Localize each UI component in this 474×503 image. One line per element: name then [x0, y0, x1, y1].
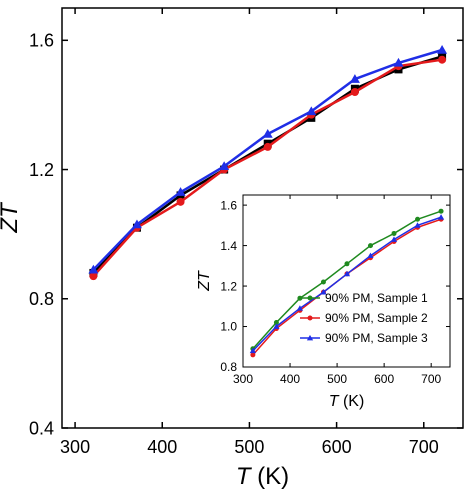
inset-ytick-label: 0.8	[220, 360, 237, 374]
inset-series-3-point	[273, 323, 280, 329]
inset-series-2-point	[250, 352, 256, 358]
main-xtick-label: 700	[409, 437, 439, 457]
inset-legend-label: 90% PM, Sample 1	[325, 291, 428, 305]
main-x-axis-label: T (K)	[236, 463, 289, 490]
main-xtick-label: 500	[234, 437, 264, 457]
main-x-axis-label-var: T	[236, 463, 253, 490]
inset-x-axis-label-var: T	[329, 393, 340, 410]
inset-legend-label: 90% PM, Sample 3	[325, 331, 428, 345]
main-series-3-point	[88, 264, 99, 274]
inset-series-3-point	[296, 305, 304, 311]
main-series-2-point	[263, 142, 272, 151]
main-ytick-label: 0.4	[29, 418, 54, 438]
inset-series-3-point	[343, 270, 351, 277]
inset-panel: 300 400 500 600 700 0.8 1.0 1.2 1.4 1.6 T (K) ZT 90%…	[196, 194, 451, 410]
inset-series-3-point	[320, 289, 327, 295]
inset-xtick-label: 700	[421, 372, 441, 386]
inset-legend-marker	[307, 315, 313, 321]
inset-xtick-label: 300	[233, 372, 253, 386]
inset-legend-marker	[306, 334, 314, 341]
inset-series-3-point	[249, 347, 257, 354]
inset-series-1-point	[320, 279, 326, 285]
main-series-2-point	[438, 55, 447, 64]
inset-series-3-point	[414, 222, 421, 228]
inset-plot-frame	[242, 194, 451, 368]
inset-legend: 90% PM, Sample 1 90% PM, Sample 2 90% PM, …	[300, 291, 428, 345]
main-ytick-label: 1.6	[29, 31, 54, 51]
inset-x-axis-label-unit: (K)	[339, 393, 365, 410]
inset-xtick-label: 500	[327, 372, 347, 386]
inset-series-1-point	[415, 216, 421, 222]
main-x-axis-label-unit: (K)	[251, 463, 290, 490]
inset-x-axis-label: T (K)	[329, 393, 365, 410]
main-series-3-point	[175, 187, 186, 196]
main-series-3-point	[393, 57, 404, 67]
main-series-3-point	[262, 129, 273, 138]
main-ytick-label: 1.2	[29, 160, 54, 180]
main-series-2-point	[176, 197, 185, 206]
inset-ytick-label: 1.6	[220, 198, 237, 212]
inset-series-1-point	[344, 261, 350, 267]
main-xtick-label: 400	[147, 437, 177, 457]
inset-series-3-point	[367, 252, 374, 259]
inset-legend-marker	[307, 295, 313, 301]
inset-series-3-point	[390, 236, 398, 242]
inset-y-axis-label: ZT	[196, 270, 213, 292]
main-series-3-point	[131, 219, 142, 229]
inset-series-1-point	[391, 230, 397, 236]
inset-series-3-point	[437, 214, 445, 220]
main-y-axis-label: ZT	[0, 201, 23, 234]
inset-ytick-label: 1.2	[220, 279, 237, 293]
inset-series-1-point	[438, 208, 444, 214]
main-xtick-label: 600	[322, 437, 352, 457]
inset-ytick-label: 1.4	[220, 239, 237, 253]
main-series-2-point	[89, 272, 98, 281]
main-series-3-point	[306, 106, 317, 116]
main-series-2-point	[350, 88, 359, 96]
inset-series-1-point	[367, 243, 373, 249]
main-series-3-point	[349, 74, 360, 83]
main-series-3-point	[437, 45, 448, 54]
main-ytick-label: 0.8	[29, 289, 54, 309]
inset-xtick-label: 600	[374, 372, 394, 386]
inset-legend-label: 90% PM, Sample 2	[325, 311, 428, 325]
inset-ytick-label: 1.0	[220, 320, 237, 334]
main-xtick-label: 300	[60, 437, 90, 457]
inset-series-1-point	[297, 295, 303, 301]
inset-xtick-label: 400	[280, 372, 300, 386]
main-series-3-point	[219, 161, 230, 171]
inset-series-1-point	[273, 319, 279, 325]
